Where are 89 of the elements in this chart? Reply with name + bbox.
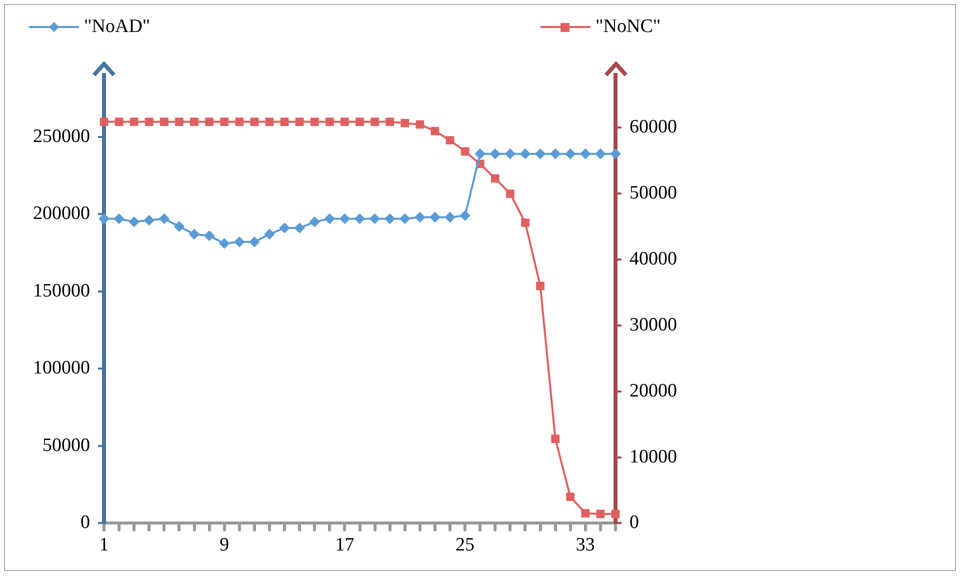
point bbox=[160, 118, 168, 126]
point bbox=[340, 214, 350, 224]
y2-tick-label: 10000 bbox=[630, 446, 677, 468]
point bbox=[190, 118, 198, 126]
y2-tick-label: 30000 bbox=[630, 314, 677, 336]
point bbox=[144, 215, 154, 226]
y-tick-label: 50000 bbox=[42, 434, 90, 456]
point bbox=[596, 510, 605, 518]
point bbox=[460, 210, 470, 221]
point bbox=[475, 148, 486, 159]
point bbox=[324, 214, 335, 224]
point bbox=[204, 230, 214, 241]
point bbox=[265, 118, 274, 126]
legend-label: "NoNC" bbox=[596, 16, 661, 37]
point bbox=[159, 214, 170, 224]
point bbox=[370, 214, 380, 224]
point bbox=[536, 282, 544, 290]
point bbox=[416, 120, 424, 129]
point bbox=[356, 118, 364, 126]
point bbox=[280, 223, 290, 234]
point bbox=[99, 214, 109, 224]
y-tick-label: 150000 bbox=[33, 280, 90, 302]
y-tick-label: 0 bbox=[80, 512, 90, 534]
point bbox=[325, 118, 334, 126]
point bbox=[414, 212, 425, 222]
point bbox=[340, 118, 349, 126]
point bbox=[220, 118, 229, 126]
point bbox=[280, 118, 289, 126]
point bbox=[400, 118, 410, 128]
point bbox=[370, 118, 379, 126]
point bbox=[205, 118, 214, 126]
point bbox=[460, 147, 470, 156]
point bbox=[235, 118, 244, 126]
point bbox=[354, 214, 365, 224]
point bbox=[490, 148, 500, 159]
point bbox=[610, 148, 620, 159]
legend-label: "NoAD" bbox=[84, 16, 150, 37]
point bbox=[174, 221, 184, 232]
point bbox=[506, 189, 514, 198]
point bbox=[595, 148, 606, 159]
point bbox=[520, 148, 530, 159]
x-tick-label: 17 bbox=[335, 534, 354, 556]
x-tick-label: 33 bbox=[576, 534, 595, 556]
point bbox=[386, 118, 394, 126]
point bbox=[445, 212, 456, 222]
y2-tick-label: 50000 bbox=[630, 182, 677, 204]
point bbox=[446, 136, 454, 144]
y2-tick-label: 20000 bbox=[630, 380, 677, 402]
point bbox=[430, 212, 440, 222]
point bbox=[114, 214, 124, 224]
y2-tick-label: 60000 bbox=[630, 116, 677, 138]
y-tick-label: 250000 bbox=[33, 126, 90, 147]
point bbox=[144, 118, 154, 126]
point bbox=[550, 148, 560, 159]
y-tick-label: 100000 bbox=[33, 358, 90, 379]
point bbox=[249, 236, 260, 247]
point bbox=[234, 236, 244, 247]
point bbox=[310, 118, 319, 126]
point bbox=[566, 492, 575, 502]
x-tick-label: 1 bbox=[99, 534, 109, 556]
point bbox=[611, 510, 620, 518]
point bbox=[551, 434, 560, 444]
point bbox=[565, 148, 576, 159]
point bbox=[400, 214, 410, 224]
y2-tick-label: 0 bbox=[630, 512, 639, 534]
point bbox=[219, 238, 230, 248]
point bbox=[310, 216, 320, 227]
point bbox=[264, 229, 274, 240]
point bbox=[295, 118, 304, 126]
point bbox=[581, 509, 590, 518]
x-tick-label: 9 bbox=[220, 534, 230, 556]
y-tick-label: 200000 bbox=[33, 203, 90, 224]
point bbox=[384, 214, 395, 224]
point bbox=[505, 148, 516, 159]
point bbox=[294, 223, 305, 234]
point bbox=[100, 118, 108, 126]
point bbox=[114, 118, 124, 126]
point bbox=[175, 118, 184, 126]
point bbox=[521, 218, 530, 227]
point bbox=[189, 229, 200, 240]
y2-tick-label: 40000 bbox=[630, 248, 677, 270]
point bbox=[580, 148, 590, 159]
point bbox=[250, 118, 259, 126]
point bbox=[535, 148, 546, 159]
point bbox=[430, 126, 440, 136]
x-tick-label: 25 bbox=[456, 534, 475, 556]
point bbox=[490, 174, 500, 183]
point bbox=[129, 216, 140, 227]
point bbox=[130, 118, 138, 126]
